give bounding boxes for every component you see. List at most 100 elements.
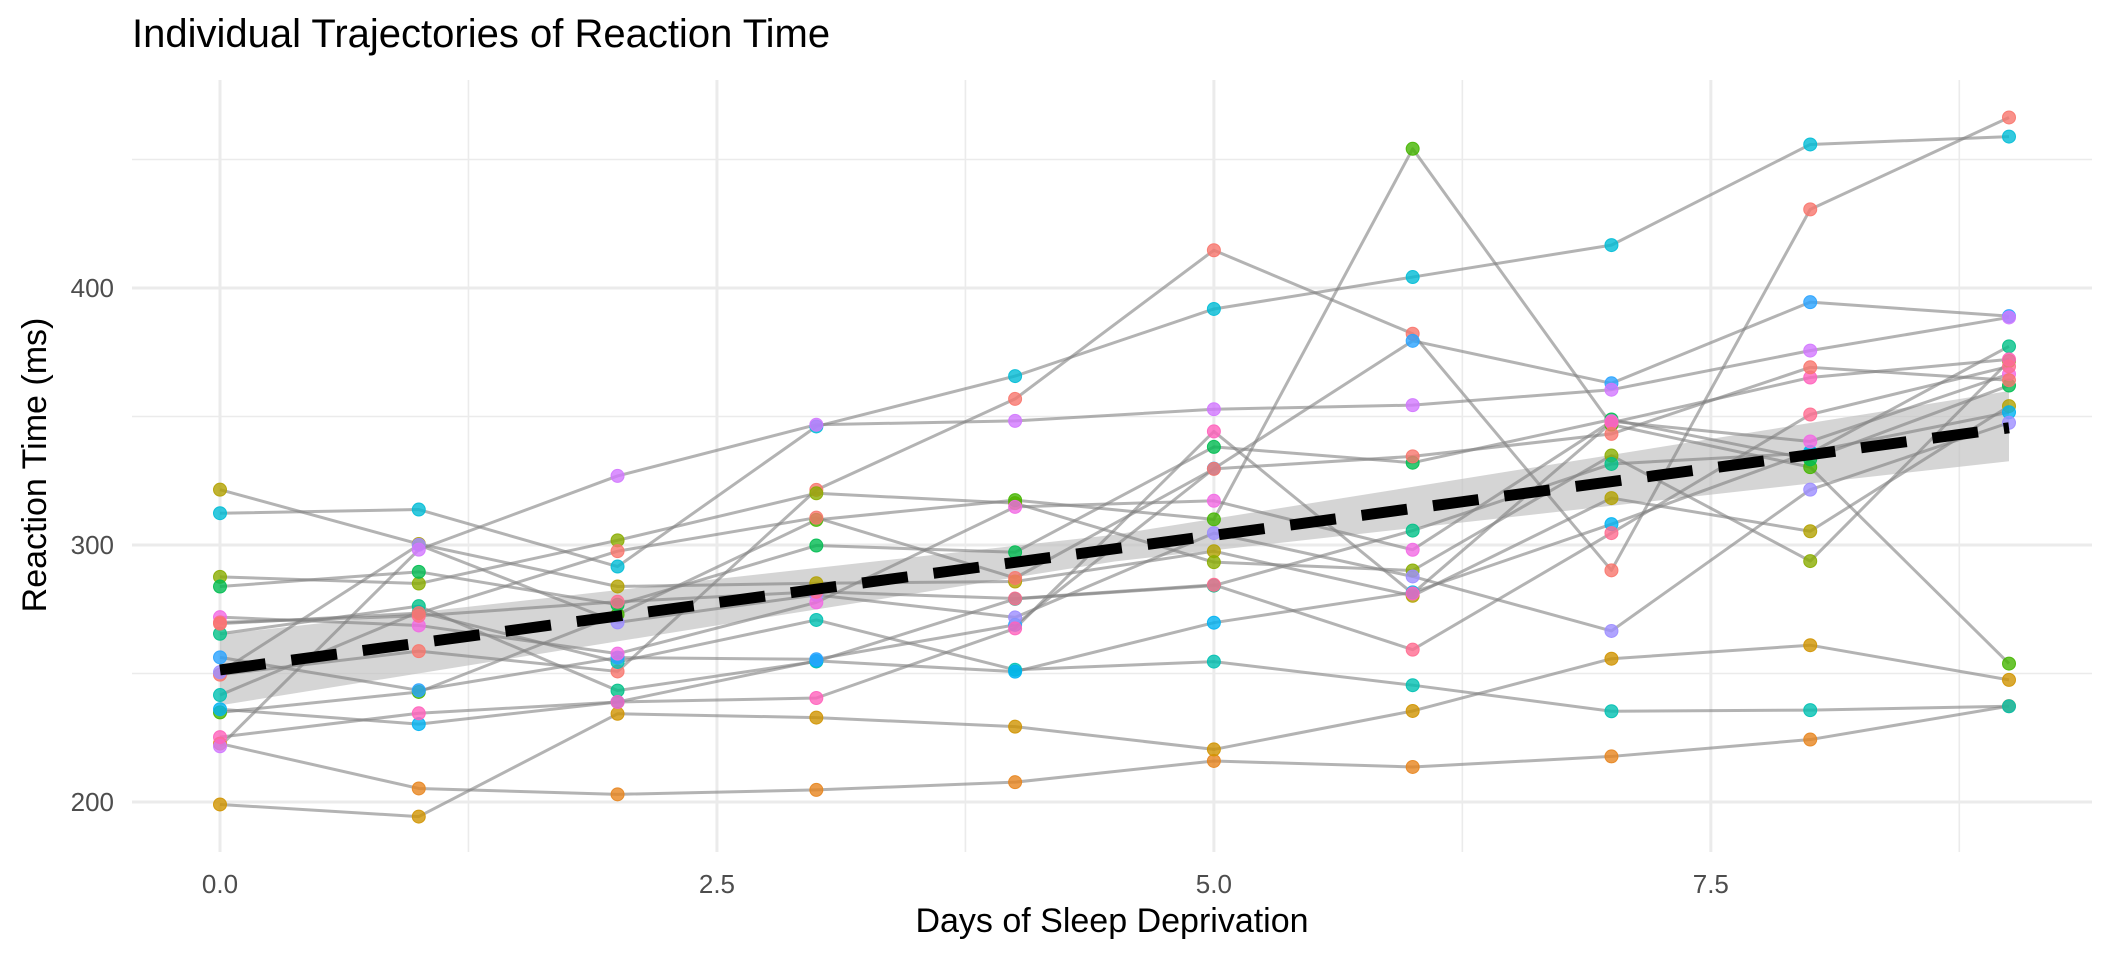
data-point-371 [2002,359,2016,374]
x-tick-label: 5.0 [1196,869,1232,899]
data-point-372 [213,616,227,631]
data-point-310 [1206,742,1221,757]
data-point-372 [809,510,824,525]
data-point-352 [2002,310,2016,325]
data-point-333 [213,579,227,594]
data-point-349 [1008,664,1023,679]
data-point-351 [1604,623,1619,638]
data-point-309 [1604,749,1619,764]
data-point-309 [1206,753,1221,768]
data-point-350 [213,650,227,665]
data-point-371 [1405,642,1420,657]
data-point-332 [2002,656,2016,671]
data-point-335 [1206,654,1221,669]
data-point-350 [1803,295,1818,310]
data-point-310 [2002,672,2016,687]
data-point-370 [1008,621,1023,636]
data-point-309 [610,787,625,802]
data-point-309 [809,782,824,797]
data-point-308 [1604,563,1619,578]
data-point-331 [1206,555,1221,570]
data-point-371 [1206,577,1221,592]
data-point-334 [1604,456,1619,471]
data-point-372 [610,544,625,559]
data-point-351 [1405,569,1420,584]
data-point-371 [1803,407,1818,422]
data-point-309 [1405,759,1420,774]
data-point-371 [610,594,625,609]
trajectory-line-309 [219,704,2010,796]
data-point-330 [1604,491,1619,506]
trajectory-line-332 [219,147,2011,714]
data-point-351 [1803,482,1818,497]
data-point-369 [610,646,625,661]
data-point-369 [1008,499,1023,514]
data-point-352 [1206,402,1221,417]
data-point-308 [1008,391,1023,406]
data-point-335 [809,612,824,627]
data-point-371 [1604,526,1619,541]
trajectory-line-337 [219,135,2010,569]
data-point-372 [1405,449,1420,464]
data-point-332 [1206,512,1221,527]
x-tick-label: 0.0 [202,869,238,899]
fit-line-layer [219,422,2010,676]
data-point-372 [1206,461,1221,476]
data-point-310 [213,797,227,812]
data-point-372 [2002,373,2016,388]
data-point-333 [1206,439,1221,454]
y-tick-label: 200 [71,787,114,817]
trajectory-line-333 [219,384,2010,607]
trajectory-line-352 [218,315,2010,748]
trajectory-line-310 [219,643,2010,819]
data-point-369 [1803,434,1818,449]
x-tick-label: 7.5 [1693,869,1729,899]
data-point-350 [809,652,824,667]
data-point-337 [213,506,227,521]
data-point-337 [1604,238,1619,253]
data-point-337 [1206,301,1221,316]
trajectory-line-308 [219,116,2010,677]
data-point-337 [2002,129,2016,144]
data-point-351 [1206,526,1221,541]
trajectory-line-372 [219,365,2010,626]
trajectory-line-371 [219,365,2010,652]
data-point-350 [1405,333,1420,348]
data-point-333 [809,538,824,553]
data-point-335 [213,688,227,703]
y-tick-label: 400 [71,273,114,303]
data-point-369 [1206,493,1221,508]
data-point-370 [1206,424,1221,439]
data-point-335 [1604,704,1619,719]
data-point-372 [1803,360,1818,375]
data-point-372 [1008,570,1023,585]
data-point-337 [610,559,625,574]
fit-line [219,422,2010,676]
data-point-352 [610,468,625,483]
data-point-352 [1803,343,1818,358]
trajectory-line-331 [219,359,2011,586]
y-axis-ticks: 200 300 400 [71,273,114,817]
data-point-310 [411,809,426,824]
data-point-308 [411,644,426,659]
data-point-309 [1008,775,1023,790]
data-point-308 [1803,202,1818,217]
y-tick-label: 300 [71,530,114,560]
data-point-330 [610,579,625,594]
data-point-370 [809,690,824,705]
data-point-308 [2002,110,2016,125]
data-point-310 [610,706,625,721]
data-point-331 [411,576,426,591]
trajectory-line-335 [219,610,2010,713]
data-point-310 [1604,651,1619,666]
data-point-349 [213,702,227,717]
data-point-371 [1008,591,1023,606]
data-point-310 [1008,719,1023,734]
data-point-334 [2002,339,2016,354]
data-point-331 [1803,554,1818,569]
data-point-370 [1405,586,1420,601]
trajectory-line-369 [219,372,2010,656]
data-point-337 [1405,270,1420,285]
y-axis-title: Reaction Time (ms) [16,318,54,613]
